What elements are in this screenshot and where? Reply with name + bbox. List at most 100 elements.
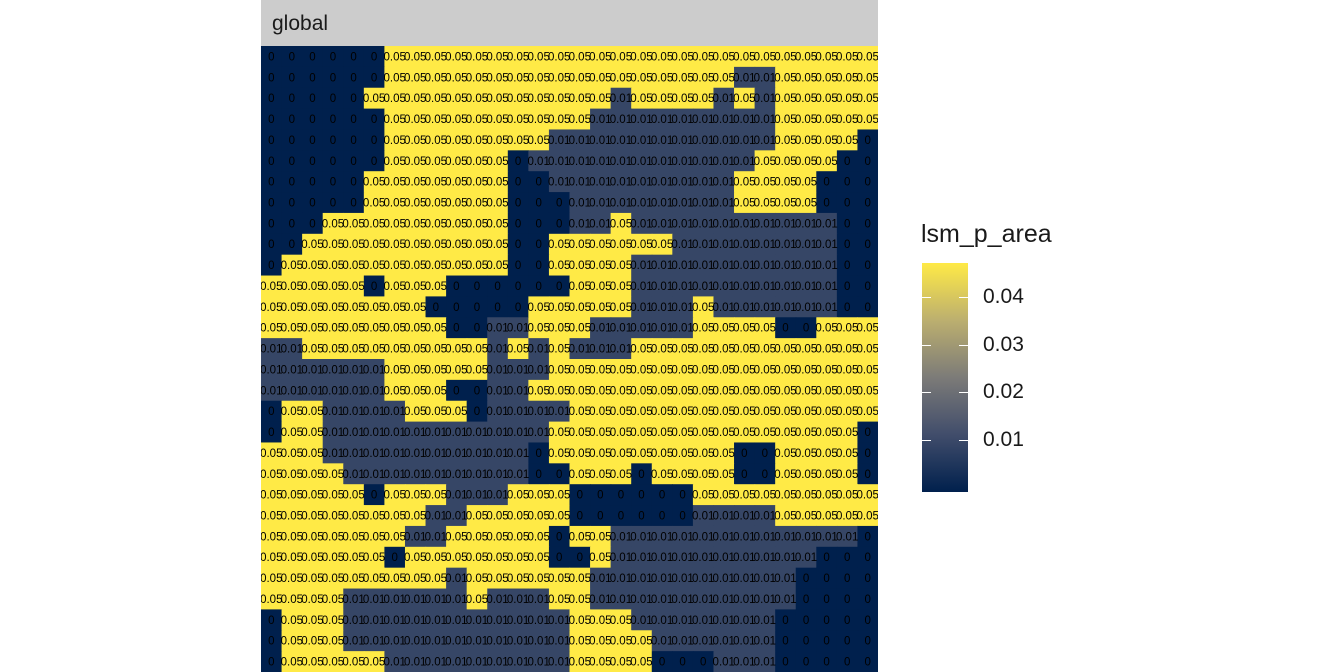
heatmap-cell: [446, 275, 468, 297]
heatmap-cell-label: 0.01: [507, 657, 529, 669]
heatmap-cell: [734, 651, 756, 672]
heatmap-cell: [528, 192, 550, 214]
heatmap-cell-label: 0.01: [548, 135, 570, 147]
heatmap-cell: [343, 275, 365, 297]
heatmap-cell: [384, 233, 406, 256]
heatmap-cell: [754, 442, 776, 464]
heatmap-cell: [651, 505, 673, 527]
heatmap-cell-label: 0.01: [692, 156, 714, 168]
heatmap-cell: [528, 129, 550, 151]
heatmap-cell-label: 0.01: [404, 469, 426, 481]
heatmap-cell-label: 0: [844, 177, 850, 189]
heatmap-cell: [713, 317, 735, 339]
heatmap-cell-label: 0.05: [630, 72, 652, 84]
heatmap-cell-label: 0: [289, 135, 295, 147]
heatmap-cell-label: 0: [474, 385, 480, 397]
heatmap-cell: [754, 233, 776, 256]
heatmap-cell-label: 0.05: [836, 51, 858, 63]
heatmap-cell-label: 0: [268, 51, 274, 63]
heatmap-cell: [302, 66, 324, 89]
heatmap-cell: [754, 421, 776, 444]
heatmap-cell: [672, 588, 694, 610]
heatmap-cell: [610, 421, 632, 444]
heatmap-cell-label: 0: [803, 636, 809, 648]
heatmap-cell: [672, 296, 694, 318]
heatmap-cell-label: 0: [865, 427, 871, 439]
heatmap-cell: [569, 338, 591, 360]
heatmap-cell: [466, 442, 488, 464]
heatmap-cell-label: 0.05: [261, 573, 282, 585]
heatmap-cell: [734, 233, 756, 256]
heatmap-cell-label: 0.05: [404, 177, 426, 189]
heatmap-cell: [692, 463, 715, 485]
heatmap-cell-label: 0: [268, 135, 274, 147]
heatmap-cell: [795, 421, 817, 444]
heatmap-cell-label: 0.05: [630, 344, 652, 356]
heatmap-cell-label: 0.01: [754, 302, 776, 314]
heatmap-cell: [322, 192, 344, 214]
heatmap-cell: [672, 212, 694, 235]
heatmap-cell: [384, 129, 406, 151]
heatmap-cell-label: 0.05: [651, 427, 673, 439]
heatmap-cell: [548, 442, 571, 464]
heatmap-cell-label: 0.05: [857, 406, 878, 418]
heatmap-cell-label: 0.05: [630, 636, 652, 648]
heatmap-cell: [322, 296, 344, 318]
heatmap-cell-label: 0.05: [692, 427, 714, 439]
heatmap-cell-label: 0: [865, 657, 871, 669]
legend-tick-mark: [922, 392, 931, 393]
heatmap-cell: [528, 338, 550, 360]
heatmap-cell: [446, 171, 468, 193]
heatmap-cell: [692, 150, 715, 172]
heatmap-cell-label: 0.05: [548, 364, 570, 376]
heatmap-cell: [302, 525, 324, 548]
heatmap-cell: [672, 233, 694, 256]
heatmap-cell: [795, 212, 817, 235]
heatmap-cell-label: 0.05: [815, 469, 837, 481]
heatmap-cell-label: 0: [268, 72, 274, 84]
heatmap-cell: [425, 66, 447, 89]
heatmap-cell: [343, 66, 365, 89]
heatmap-cell: [487, 609, 509, 631]
heatmap-cell-label: 0.01: [774, 573, 796, 585]
heatmap-cell-label: 0: [350, 177, 356, 189]
heatmap-cell: [446, 630, 468, 652]
heatmap-cell: [569, 296, 591, 318]
heatmap-cell: [548, 108, 571, 131]
heatmap-cell: [672, 567, 694, 590]
heatmap-cell-label: 0.01: [363, 594, 385, 606]
heatmap-cell: [816, 421, 838, 444]
heatmap-cell: [528, 46, 550, 68]
heatmap-cell-label: 0.05: [692, 302, 714, 314]
heatmap-cell-label: 0.01: [527, 344, 549, 356]
heatmap-cell: [672, 484, 694, 506]
heatmap-cell-label: 0.01: [383, 406, 405, 418]
heatmap-cell: [302, 296, 324, 318]
heatmap-cell-label: 0.05: [589, 615, 611, 627]
heatmap-cell-label: 0.01: [527, 657, 549, 669]
heatmap-cell-label: 0.01: [713, 511, 735, 523]
heatmap-cell-label: 0.01: [651, 552, 673, 564]
heatmap-cell: [281, 630, 303, 652]
heatmap-cell-label: 0.01: [342, 364, 364, 376]
heatmap-cell: [384, 630, 406, 652]
heatmap-cell-label: 0.05: [322, 218, 344, 230]
heatmap-cell-label: 0: [268, 239, 274, 251]
heatmap-cell: [446, 525, 468, 548]
heatmap-cell: [487, 192, 509, 214]
heatmap-cell-label: 0: [865, 239, 871, 251]
heatmap-cell: [795, 484, 817, 506]
heatmap-cell: [754, 317, 776, 339]
heatmap-cell-label: 0.05: [692, 72, 714, 84]
heatmap-cell-label: 0.01: [322, 448, 344, 460]
heatmap-cell: [631, 609, 653, 631]
heatmap-cell-label: 0.05: [383, 114, 405, 126]
heatmap-cell: [261, 421, 283, 444]
heatmap-cell: [528, 171, 550, 193]
heatmap-cell: [363, 338, 385, 360]
heatmap-cell-label: 0.05: [281, 531, 303, 543]
heatmap-cell-label: 0.05: [507, 344, 529, 356]
heatmap-cell: [631, 379, 653, 402]
heatmap-cell: [302, 442, 324, 464]
heatmap-cell-label: 0.01: [651, 573, 673, 585]
